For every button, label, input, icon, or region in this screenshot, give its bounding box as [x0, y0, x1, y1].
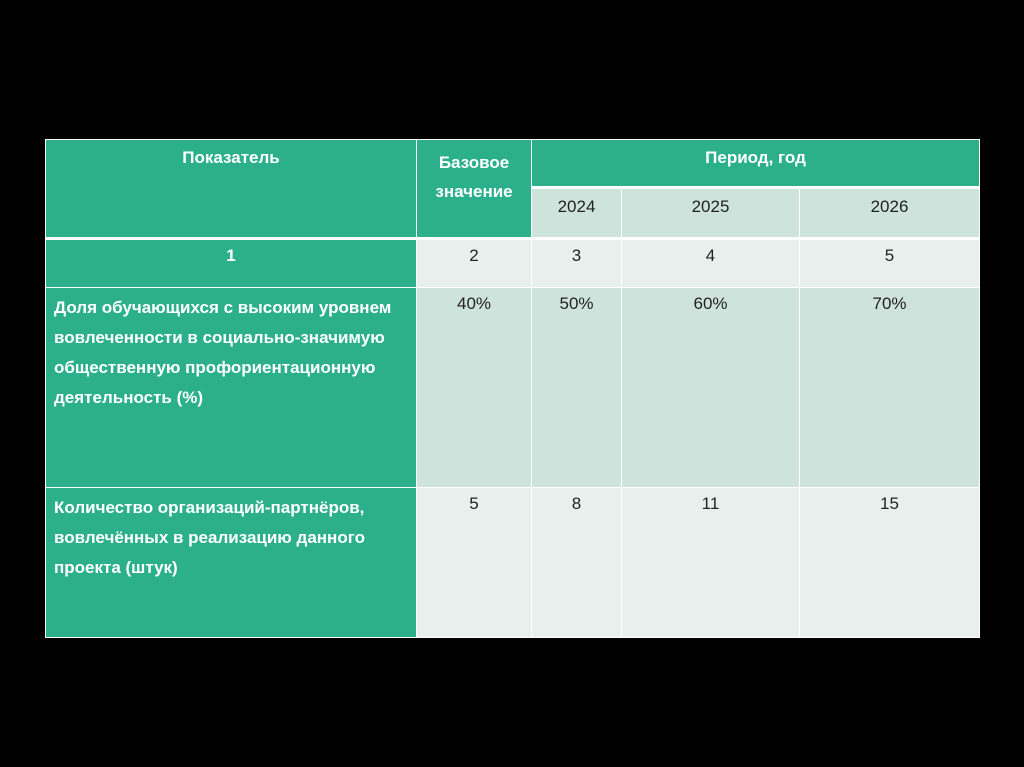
table-row: Количество организаций-партнёров, вовлеч… [45, 487, 980, 638]
column-number: 2 [416, 238, 532, 288]
header-period: Период, год [531, 139, 980, 189]
indicator-name: Количество организаций-партнёров, вовлеч… [45, 487, 417, 638]
base-value: 40% [416, 287, 532, 488]
table-row-numbering: 1 2 3 4 5 [45, 238, 980, 288]
column-number: 3 [531, 238, 622, 288]
header-indicator: Показатель [45, 139, 417, 240]
column-number: 5 [799, 238, 980, 288]
column-number: 1 [45, 238, 417, 288]
header-year-2024: 2024 [531, 187, 622, 240]
base-value: 5 [416, 487, 532, 638]
column-number: 4 [621, 238, 800, 288]
value-2026: 70% [799, 287, 980, 488]
header-year-2026: 2026 [799, 187, 980, 240]
value-2025: 60% [621, 287, 800, 488]
indicators-table: Показатель Базовое значение Период, год … [45, 139, 980, 638]
header-base-value: Базовое значение [416, 139, 532, 240]
header-year-2025: 2025 [621, 187, 800, 240]
value-2024: 50% [531, 287, 622, 488]
table-row: Доля обучающихся с высоким уровнем вовле… [45, 287, 980, 488]
value-2025: 11 [621, 487, 800, 638]
indicator-name: Доля обучающихся с высоким уровнем вовле… [45, 287, 417, 488]
value-2026: 15 [799, 487, 980, 638]
value-2024: 8 [531, 487, 622, 638]
